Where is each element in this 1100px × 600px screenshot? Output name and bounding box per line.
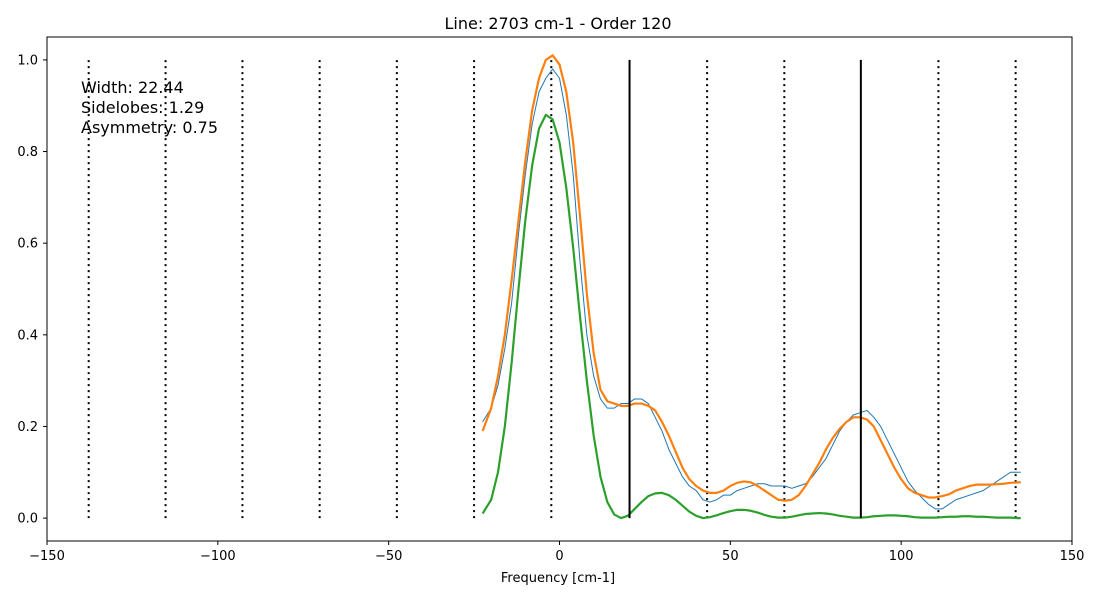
y-tick-label: 0.6	[17, 237, 38, 252]
annotation-line-1: Sidelobes: 1.29	[81, 98, 204, 117]
plot-area	[87, 54, 1021, 520]
x-tick-label: −100	[200, 549, 236, 564]
x-axis: −150 −100 −50 0 50 100 150	[29, 541, 1084, 564]
annotation-line-2: Asymmetry: 0.75	[81, 118, 218, 137]
annotation-line-0: Width: 22.44	[81, 78, 184, 97]
y-axis: 0.0 0.2 0.4 0.6 0.8 1.0	[17, 53, 47, 527]
series-line-2	[481, 113, 1021, 520]
x-tick-label: 0	[555, 549, 563, 564]
y-tick-label: 0.4	[17, 328, 38, 343]
y-tick-label: 0.2	[17, 420, 38, 435]
series-line-1	[481, 54, 1021, 502]
y-tick-label: 1.0	[17, 53, 38, 68]
y-tick-label: 0.0	[17, 512, 38, 527]
x-tick-label: 150	[1060, 549, 1085, 564]
x-tick-label: 50	[722, 549, 739, 564]
x-tick-label: 100	[889, 549, 914, 564]
chart-title: Line: 2703 cm-1 - Order 120	[445, 14, 672, 33]
series-line-0	[482, 68, 1021, 510]
x-tick-label: −150	[29, 549, 65, 564]
y-tick-label: 0.8	[17, 145, 38, 160]
x-axis-label: Frequency [cm-1]	[501, 571, 615, 586]
x-tick-label: −50	[375, 549, 402, 564]
